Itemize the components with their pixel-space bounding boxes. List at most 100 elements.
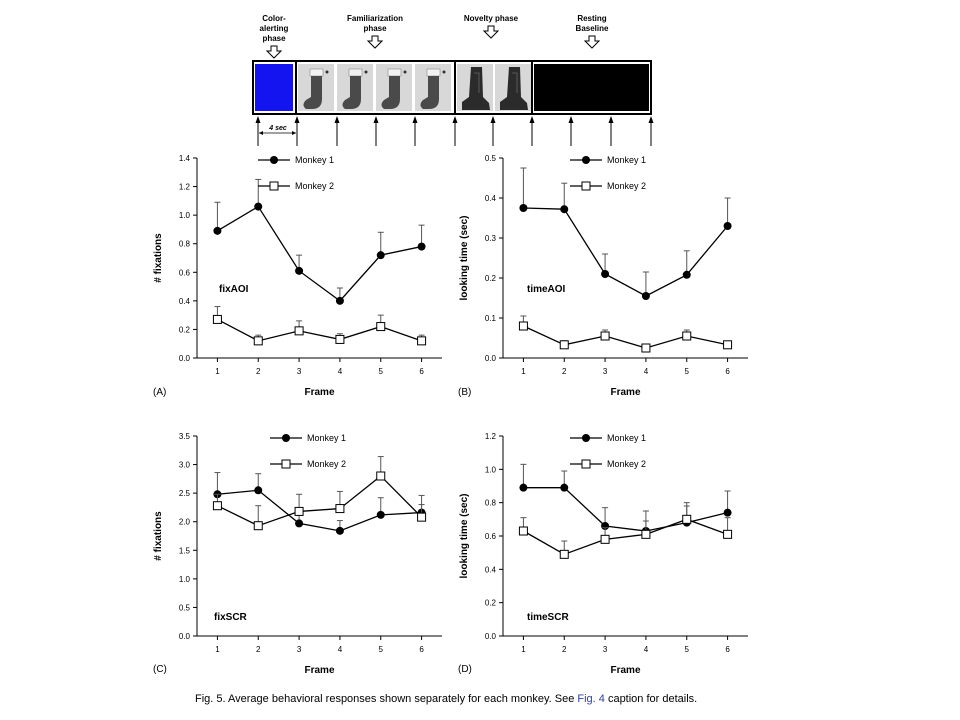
panel-tag: timeAOI bbox=[527, 284, 566, 295]
stocking-cuff bbox=[348, 68, 363, 77]
legend-label: Monkey 2 bbox=[295, 181, 334, 191]
legend-marker bbox=[582, 434, 590, 442]
data-point bbox=[417, 512, 427, 522]
legend-label: Monkey 2 bbox=[307, 459, 346, 469]
boot-icon bbox=[462, 67, 490, 110]
phase-box bbox=[531, 60, 652, 115]
data-point bbox=[723, 508, 732, 517]
legend-label: Monkey 2 bbox=[607, 181, 646, 191]
y-tick-label: 0.0 bbox=[179, 632, 191, 641]
down-arrow-icon bbox=[265, 45, 283, 59]
stocking-cuff bbox=[309, 68, 324, 77]
stocking-icon bbox=[303, 76, 322, 109]
x-tick-label: 2 bbox=[562, 645, 567, 654]
y-tick-label: 0.0 bbox=[485, 354, 497, 363]
y-tick-label: 3.5 bbox=[179, 432, 191, 441]
data-point bbox=[559, 340, 569, 350]
y-tick-label: 0.4 bbox=[179, 297, 191, 306]
y-tick-label: 0.3 bbox=[485, 234, 497, 243]
stocking-icon bbox=[381, 76, 400, 109]
panel-tag: timeSCR bbox=[527, 612, 569, 623]
boot-frame bbox=[495, 64, 531, 111]
data-point bbox=[335, 504, 345, 514]
duration-arrowheads bbox=[259, 131, 296, 135]
x-tick-label: 6 bbox=[419, 367, 424, 376]
data-point bbox=[641, 529, 651, 539]
panel-a-chart: 0.0 0.2 0.4 0.6 0.8 1.0 1.2 1.4 1 2 3 4 5 6 Frame # fix… bbox=[153, 154, 442, 398]
boot-stitching bbox=[512, 72, 518, 93]
x-tick-label: 3 bbox=[297, 367, 302, 376]
y-tick-label: 0.2 bbox=[485, 274, 497, 283]
legend-label: Monkey 2 bbox=[607, 459, 646, 469]
data-point bbox=[600, 331, 610, 341]
data-point bbox=[295, 266, 304, 275]
data-point bbox=[417, 242, 426, 251]
series-monkey-2 bbox=[518, 502, 733, 559]
y-tick-label: 0.5 bbox=[485, 154, 497, 163]
panel-tag: fixAOI bbox=[219, 284, 249, 295]
y-axis-title: looking time (sec) bbox=[459, 215, 470, 300]
data-point bbox=[254, 486, 263, 495]
y-tick-label: 1.0 bbox=[485, 465, 497, 474]
data-point bbox=[518, 321, 528, 331]
stocking-dot bbox=[325, 70, 329, 74]
x-axis-title: Frame bbox=[610, 665, 640, 676]
series-line bbox=[217, 318, 422, 342]
y-tick-label: 0.6 bbox=[179, 268, 191, 277]
data-point bbox=[723, 340, 733, 350]
data-point bbox=[212, 501, 222, 511]
y-tick-label: 0.0 bbox=[179, 354, 191, 363]
data-point bbox=[335, 334, 345, 344]
panel-letter: (D) bbox=[458, 664, 472, 675]
x-tick-label: 2 bbox=[256, 645, 261, 654]
legend-marker bbox=[269, 181, 279, 191]
stocking-frame bbox=[298, 64, 334, 111]
stocking-icon bbox=[420, 76, 439, 109]
x-axis-title: Frame bbox=[304, 387, 334, 398]
data-point bbox=[253, 336, 263, 346]
arrow-head bbox=[294, 116, 300, 123]
boot-stitching bbox=[474, 72, 480, 93]
panel-letter: (A) bbox=[153, 387, 166, 398]
arrow-head bbox=[412, 116, 418, 123]
boot-icon bbox=[500, 67, 528, 110]
phase-label-line: Resting bbox=[577, 14, 606, 23]
phase-label-line: phase bbox=[262, 34, 286, 43]
data-point bbox=[519, 483, 528, 492]
y-tick-label: 0.5 bbox=[179, 603, 191, 612]
data-point bbox=[682, 270, 691, 279]
baseline-frame bbox=[534, 64, 649, 111]
y-tick-label: 2.0 bbox=[179, 518, 191, 527]
y-tick-label: 1.0 bbox=[179, 211, 191, 220]
figure-caption: Fig. 5. Average behavioral responses sho… bbox=[195, 693, 697, 705]
x-tick-label: 5 bbox=[379, 367, 384, 376]
data-point bbox=[253, 521, 263, 531]
x-tick-label: 4 bbox=[338, 645, 343, 654]
phase-label-line: Baseline bbox=[576, 24, 609, 33]
x-axis-title: Frame bbox=[304, 665, 334, 676]
x-tick-label: 3 bbox=[297, 645, 302, 654]
data-point bbox=[682, 331, 692, 341]
legend: Monkey 1 Monkey 2 bbox=[570, 155, 646, 191]
panel-d-chart: 0.0 0.2 0.4 0.6 0.8 1.0 1.2 1 2 3 4 5 6 Frame looking … bbox=[458, 432, 748, 676]
boot-frame bbox=[457, 64, 493, 111]
series-monkey-2 bbox=[212, 456, 427, 531]
y-tick-label: 1.2 bbox=[179, 183, 191, 192]
color-frame bbox=[255, 64, 293, 111]
arrow-head bbox=[255, 116, 261, 123]
panel-b-chart: 0.0 0.1 0.2 0.3 0.4 0.5 1 2 3 4 5 6 Frame looking tim… bbox=[458, 154, 748, 398]
y-tick-label: 0.1 bbox=[485, 314, 497, 323]
y-tick-label: 1.5 bbox=[179, 546, 191, 555]
data-point bbox=[723, 222, 732, 230]
legend-marker bbox=[581, 459, 591, 469]
series-monkey-1 bbox=[213, 178, 426, 305]
stocking-dot bbox=[442, 70, 446, 74]
y-tick-label: 0.2 bbox=[179, 325, 191, 334]
data-point bbox=[641, 292, 650, 300]
caption-figure-link[interactable]: Fig. 4 bbox=[577, 693, 605, 705]
arrow-head bbox=[529, 116, 535, 123]
x-tick-label: 4 bbox=[644, 367, 649, 376]
data-point bbox=[376, 510, 385, 519]
duration-label: 4 sec bbox=[268, 125, 287, 132]
